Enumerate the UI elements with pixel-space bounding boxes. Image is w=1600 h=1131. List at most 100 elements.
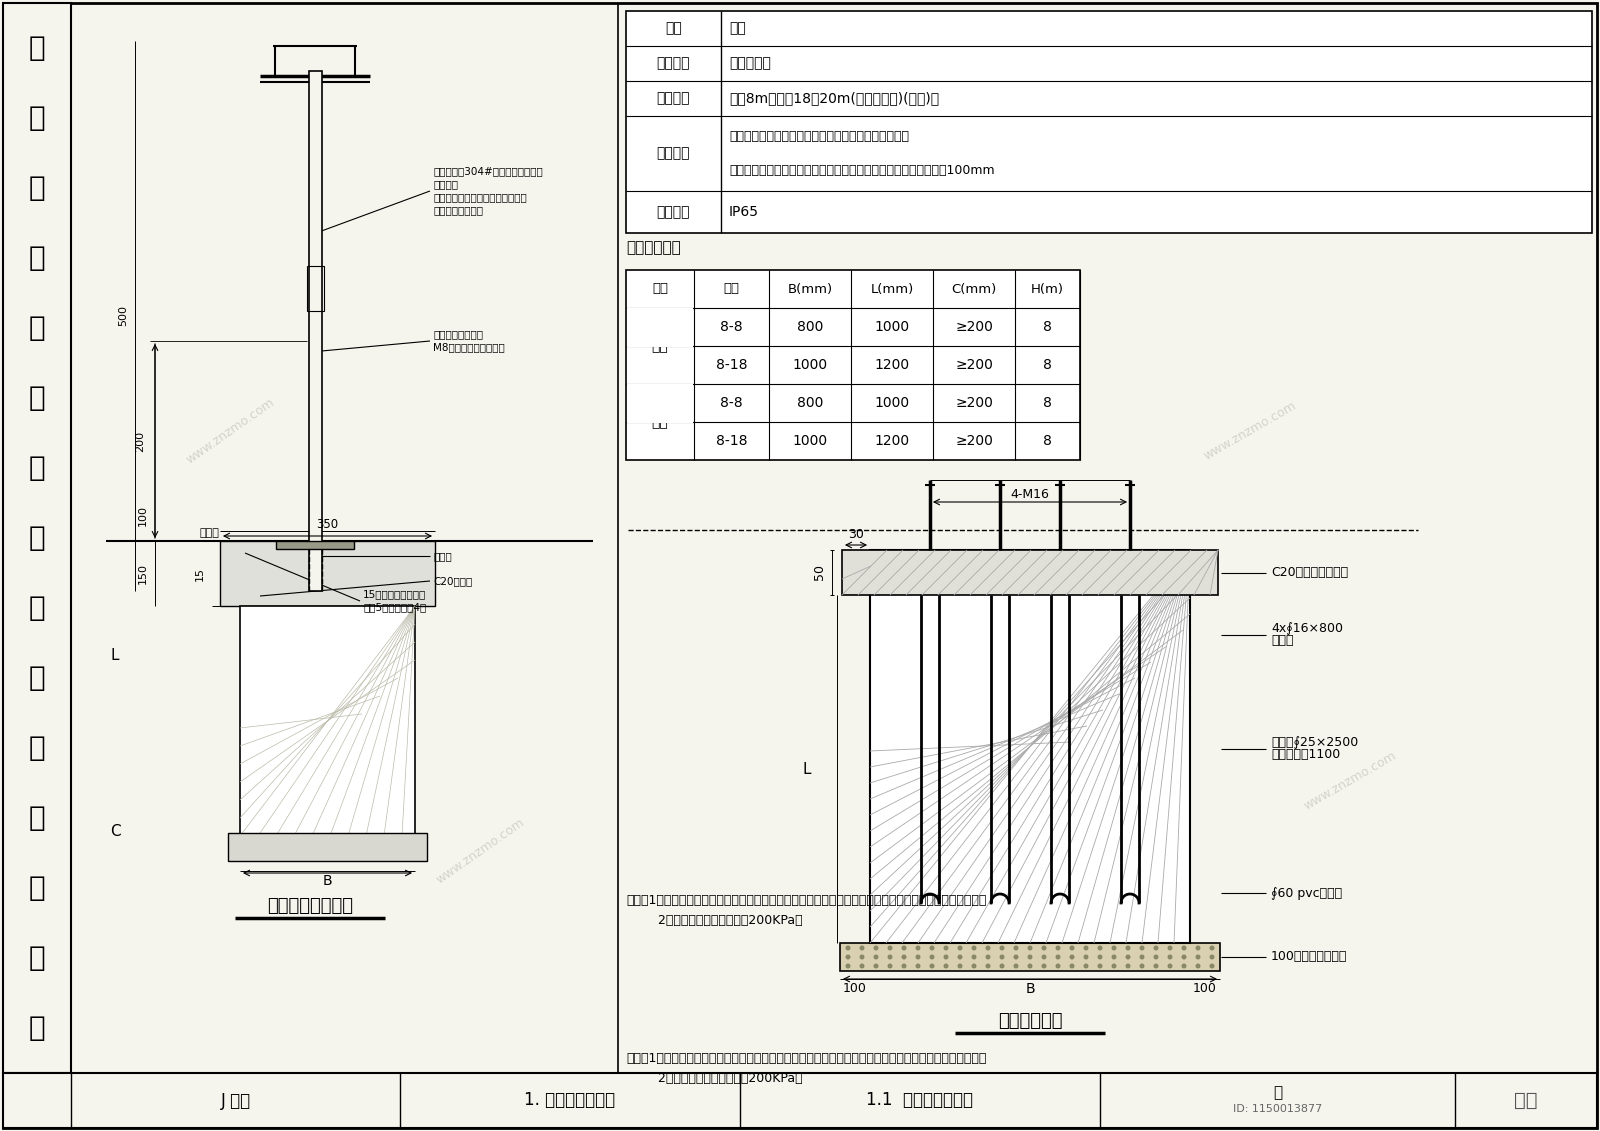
Text: 350: 350 [317,518,339,532]
Text: C(mm): C(mm) [952,283,997,295]
Circle shape [1069,955,1075,959]
Circle shape [845,955,851,959]
Text: 说明：1．图中灯杆基础预埋件尺寸、法兰螺栓孔尺寸等仅供参考，施工前应根据厂家的灯杆资料进行调整．: 说明：1．图中灯杆基础预埋件尺寸、法兰螺栓孔尺寸等仅供参考，施工前应根据厂家的灯… [626,1053,986,1065]
Circle shape [1027,955,1032,959]
Text: ≥200: ≥200 [955,320,994,334]
Text: C: C [110,823,120,838]
Circle shape [1098,955,1102,959]
Text: 型式: 型式 [653,283,669,295]
Circle shape [1056,964,1061,968]
Text: 柱: 柱 [29,734,45,762]
Circle shape [874,964,878,968]
Text: 1000: 1000 [792,359,827,372]
Text: 镀锌层及圆层要求均匀、无色差、: 镀锌层及圆层要求均匀、无色差、 [434,192,526,202]
Text: 预埋件: 预埋件 [1270,634,1293,648]
Circle shape [986,955,990,959]
Text: 础: 础 [29,874,45,903]
Text: 150: 150 [138,563,147,585]
Text: 基础尺寸参考: 基础尺寸参考 [626,241,680,256]
Text: 化: 化 [29,314,45,342]
Text: 市政道路．: 市政道路． [730,57,771,70]
Circle shape [1195,955,1200,959]
Text: 100: 100 [1194,983,1218,995]
Bar [627,385,693,423]
Text: 1200: 1200 [875,434,909,448]
Circle shape [915,946,920,950]
Text: www.znzmo.com: www.znzmo.com [184,396,277,466]
Text: 8: 8 [1043,359,1051,372]
Bar [627,308,693,347]
Text: ≥200: ≥200 [955,396,994,411]
Circle shape [1042,955,1046,959]
Text: 1200: 1200 [875,359,909,372]
Text: 气: 气 [29,454,45,482]
Text: 说明：1．图中灯杆基础预埋件尺寸、法兰螺栓孔尺寸等仅供参考，施工前应根据厂家的灯杆资料进行调整．: 说明：1．图中灯杆基础预埋件尺寸、法兰螺栓孔尺寸等仅供参考，施工前应根据厂家的灯… [626,895,986,907]
Text: 8-8: 8-8 [720,396,742,411]
Bar [626,11,1592,233]
Text: 工作门用合页连接: 工作门用合页连接 [434,329,483,339]
Bar [221,541,435,606]
Circle shape [1168,964,1173,968]
Circle shape [1112,964,1117,968]
Text: www.znzmo.com: www.znzmo.com [1301,749,1398,813]
Text: ∮60 pvc预埋管: ∮60 pvc预埋管 [1270,887,1342,899]
Circle shape [1181,955,1187,959]
Text: 热镀锌（或304#不锈钢）钢管灯杆: 热镀锌（或304#不锈钢）钢管灯杆 [434,166,542,176]
Bar [307,266,323,311]
Text: 15厚热镀锌钢板法兰: 15厚热镀锌钢板法兰 [363,589,426,599]
Text: 800: 800 [797,396,822,411]
Text: H(m): H(m) [1030,283,1064,295]
Text: J 电气: J 电气 [221,1091,251,1110]
Circle shape [957,955,963,959]
Bar [842,550,1218,595]
Text: 1000: 1000 [792,434,827,448]
Text: ≥200: ≥200 [955,434,994,448]
Bar [870,550,1190,943]
Text: 8-8: 8-8 [720,320,742,334]
Text: 1000: 1000 [875,396,909,411]
Text: 30: 30 [848,528,864,542]
Circle shape [845,946,851,950]
Text: www.znzmo.com: www.znzmo.com [434,815,526,887]
Circle shape [930,946,934,950]
Circle shape [1195,946,1200,950]
Text: 8-18: 8-18 [715,359,747,372]
Circle shape [874,955,878,959]
Text: www.znzmo.com: www.znzmo.com [1002,599,1099,663]
Text: www.znzmo.com: www.znzmo.com [701,149,798,213]
Text: 1. 标准灯基础做法: 1. 标准灯基础做法 [525,1091,616,1110]
Text: L(mm): L(mm) [870,283,914,295]
Text: 灯: 灯 [29,664,45,692]
Text: 法: 法 [29,1015,45,1042]
Circle shape [874,946,878,950]
Text: 灯高8m，间距18－20m(双向双车道)(参考)．: 灯高8m，间距18－20m(双向双车道)(参考)． [730,92,939,105]
Circle shape [944,946,949,950]
Bar [840,943,1221,972]
Text: 标: 标 [29,524,45,552]
Circle shape [915,955,920,959]
Text: 15: 15 [195,567,205,581]
Circle shape [888,955,893,959]
Text: B(mm): B(mm) [787,283,832,295]
Text: 布置方式: 布置方式 [656,147,690,161]
Text: 高杆灯具安装详图: 高杆灯具安装详图 [267,897,354,915]
Text: 观: 观 [29,104,45,132]
Text: 双头: 双头 [651,415,669,429]
Text: 100: 100 [138,506,147,527]
Circle shape [845,964,851,968]
Bar [3,1073,1597,1128]
Circle shape [1139,964,1144,968]
Text: 基: 基 [29,804,45,832]
Bar [229,834,427,861]
Circle shape [1210,946,1214,950]
Text: B: B [1026,982,1035,996]
Circle shape [1056,946,1061,950]
Text: 景: 景 [29,34,45,62]
Circle shape [901,946,907,950]
Text: 1000: 1000 [875,320,909,334]
Text: 4x∮16×800: 4x∮16×800 [1270,622,1342,636]
Text: 完成面: 完成面 [200,528,219,538]
Text: 页: 页 [1274,1085,1282,1100]
Bar [626,270,1080,460]
Text: 双侧对称布灯、双侧交错布灯、中心布灯、单侧布灯．: 双侧对称布灯、双侧交错布灯、中心布灯、单侧布灯． [730,130,909,144]
